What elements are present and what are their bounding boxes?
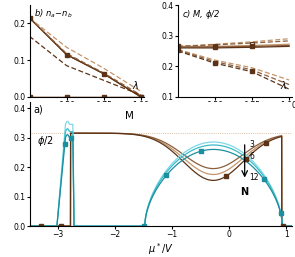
Text: $\mathbf{N}$: $\mathbf{N}$	[240, 185, 249, 197]
Text: $\lambda$: $\lambda$	[280, 79, 288, 91]
X-axis label: $\mu^*/V$: $\mu^*/V$	[148, 241, 174, 256]
Text: $\lambda$: $\lambda$	[132, 79, 139, 91]
Text: b) $n_a\!-\!n_b$: b) $n_a\!-\!n_b$	[34, 8, 73, 20]
Text: 12: 12	[249, 173, 259, 182]
Text: 3: 3	[249, 141, 254, 150]
Text: $\phi/2$: $\phi/2$	[37, 134, 53, 148]
Text: c) M, $\phi$/2: c) M, $\phi$/2	[183, 8, 220, 21]
Text: 6: 6	[249, 152, 254, 161]
Text: M: M	[125, 111, 134, 121]
Text: a): a)	[33, 105, 43, 115]
